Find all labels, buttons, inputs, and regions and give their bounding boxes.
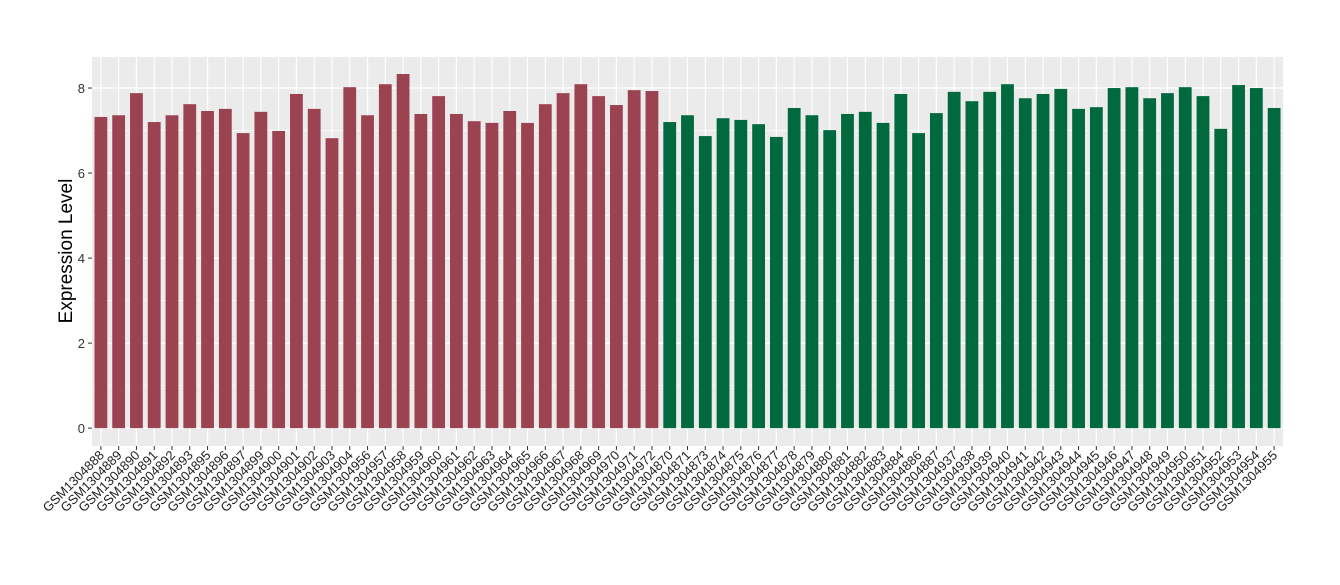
bar-GSM1304947: [1125, 87, 1139, 429]
bar-GSM1304904: [343, 87, 357, 429]
bar-GSM1304972: [645, 91, 659, 429]
bar-GSM1304892: [165, 115, 179, 429]
bar-GSM1304873: [698, 136, 712, 429]
bar-GSM1304877: [769, 136, 783, 429]
bar-GSM1304960: [432, 96, 446, 429]
bar-GSM1304962: [467, 121, 481, 429]
y-tick-label: 6: [78, 166, 85, 181]
bar-GSM1304896: [218, 108, 232, 429]
bar-GSM1304942: [1036, 93, 1050, 429]
bar-GSM1304890: [130, 93, 143, 429]
bar-GSM1304940: [1001, 84, 1014, 429]
bar-GSM1304952: [1214, 128, 1228, 429]
y-tick-label: 8: [78, 81, 85, 96]
bar-GSM1304939: [983, 91, 997, 429]
bar-GSM1304870: [663, 122, 677, 429]
bar-GSM1304959: [414, 113, 428, 429]
bar-GSM1304955: [1267, 108, 1281, 429]
bar-GSM1304881: [841, 113, 854, 429]
bar-GSM1304880: [823, 130, 837, 429]
bar-GSM1304967: [556, 93, 570, 429]
bar-GSM1304965: [521, 122, 534, 429]
bar-GSM1304949: [1161, 93, 1174, 429]
bar-GSM1304958: [396, 74, 410, 429]
bar-GSM1304900: [272, 130, 286, 429]
bar-GSM1304879: [805, 115, 819, 429]
bar-GSM1304897: [236, 133, 250, 429]
bar-GSM1304891: [147, 122, 161, 429]
y-tick-label: 2: [78, 336, 85, 351]
bars: [94, 74, 1281, 429]
bar-GSM1304895: [201, 110, 214, 429]
bar-GSM1304878: [787, 108, 801, 429]
bar-GSM1304971: [627, 90, 641, 429]
bar-GSM1304956: [361, 115, 374, 429]
y-axis-label: Expression Level: [56, 179, 77, 324]
bar-GSM1304937: [947, 91, 961, 429]
bar-GSM1304902: [307, 108, 321, 429]
bar-GSM1304950: [1178, 87, 1192, 429]
bar-GSM1304964: [503, 110, 517, 429]
bar-GSM1304871: [681, 115, 694, 429]
bar-GSM1304951: [1196, 96, 1210, 429]
bar-GSM1304888: [94, 116, 108, 429]
y-tick-label: 4: [78, 251, 85, 266]
bar-GSM1304948: [1143, 98, 1157, 429]
bar-GSM1304886: [912, 133, 925, 429]
bar-GSM1304874: [716, 118, 730, 429]
bar-GSM1304969: [592, 96, 606, 429]
bar-GSM1304901: [290, 93, 303, 429]
bar-GSM1304875: [734, 119, 748, 429]
bar-GSM1304887: [929, 113, 943, 429]
bar-GSM1304961: [450, 113, 463, 429]
bar-GSM1304954: [1249, 88, 1263, 429]
bar-GSM1304938: [965, 101, 979, 429]
bar-GSM1304899: [254, 111, 268, 429]
y-axis: 0 2 4 6 8: [78, 81, 92, 436]
bar-GSM1304970: [609, 105, 623, 429]
bar-GSM1304957: [378, 84, 392, 429]
x-axis: GSM1304888GSM1304889GSM1304890GSM1304891…: [40, 446, 1280, 515]
bar-GSM1304889: [112, 115, 126, 429]
bar-GSM1304893: [183, 104, 197, 429]
bar-GSM1304944: [1072, 108, 1085, 429]
bar-GSM1304953: [1232, 85, 1245, 429]
bar-GSM1304876: [752, 124, 766, 429]
bar-GSM1304903: [325, 138, 339, 429]
y-tick-label: 0: [78, 421, 85, 436]
bar-GSM1304966: [538, 104, 552, 429]
bar-GSM1304943: [1054, 88, 1068, 429]
bar-GSM1304941: [1018, 98, 1032, 429]
bar-GSM1304882: [858, 111, 872, 429]
bar-GSM1304946: [1107, 88, 1121, 429]
bar-GSM1304963: [485, 122, 499, 429]
bar-GSM1304883: [876, 122, 890, 429]
bar-GSM1304884: [894, 93, 908, 429]
bar-GSM1304968: [574, 84, 588, 429]
bar-GSM1304945: [1089, 107, 1103, 429]
